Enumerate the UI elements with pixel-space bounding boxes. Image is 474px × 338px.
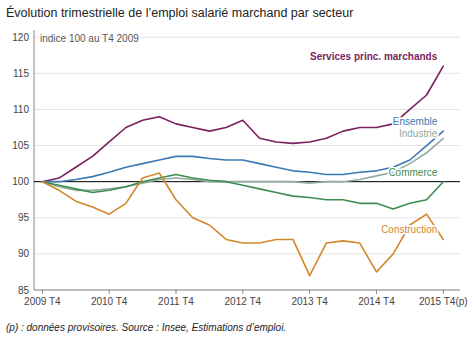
chart: Évolution trimestrielle de l’emploi sala… [0, 0, 474, 338]
y-grid [34, 37, 460, 290]
series-label: Industrie [399, 128, 438, 139]
series-line [42, 173, 443, 276]
y-tick-label: 120 [12, 32, 29, 43]
series-line [42, 138, 443, 190]
series-label: Construction [381, 224, 437, 235]
x-tick-label: 2010 T4 [91, 296, 128, 307]
x-tick [109, 290, 110, 294]
x-tick-label: 2014 T4 [358, 296, 395, 307]
x-tick-label: 2013 T4 [291, 296, 328, 307]
grid-line [34, 290, 460, 291]
subtitle: indice 100 au T4 2009 [40, 33, 139, 44]
grid-line [34, 217, 460, 218]
y-tick-label: 85 [18, 285, 30, 296]
y-tick-label: 90 [18, 248, 30, 259]
x-tick-label: 2011 T4 [158, 296, 194, 307]
series-label: Commerce [388, 167, 437, 178]
x-tick [242, 290, 243, 294]
title: Évolution trimestrielle de l’emploi sala… [6, 5, 353, 20]
y-tick-label: 110 [13, 104, 29, 115]
grid-line [34, 145, 460, 146]
grid-line [34, 109, 460, 110]
footnote: (p) : données provisoires. Source : Inse… [6, 322, 286, 333]
x-tick-label: 2012 T4 [225, 296, 262, 307]
grid-line [34, 253, 460, 254]
lines [34, 66, 460, 275]
y-tick-label: 105 [12, 140, 29, 151]
y-axis-line [34, 30, 35, 290]
series-line [42, 66, 443, 182]
y-tick-label: 95 [18, 212, 30, 223]
x-axis-line [34, 290, 460, 291]
series-label: Ensemble [393, 116, 438, 127]
x-tick [309, 290, 310, 294]
x-tick [42, 290, 43, 294]
series-line [42, 174, 443, 209]
y-tick-label: 100 [12, 176, 29, 187]
series-label: Services princ. marchands [310, 51, 438, 62]
grid-line [34, 73, 460, 74]
x-tick-label: 2015 T4(p) [419, 296, 468, 307]
x-tick [376, 290, 377, 294]
x-tick [443, 290, 444, 294]
y-tick-label: 115 [13, 68, 29, 79]
x-tick-label: 2009 T4 [24, 296, 61, 307]
x-tick [176, 290, 177, 294]
